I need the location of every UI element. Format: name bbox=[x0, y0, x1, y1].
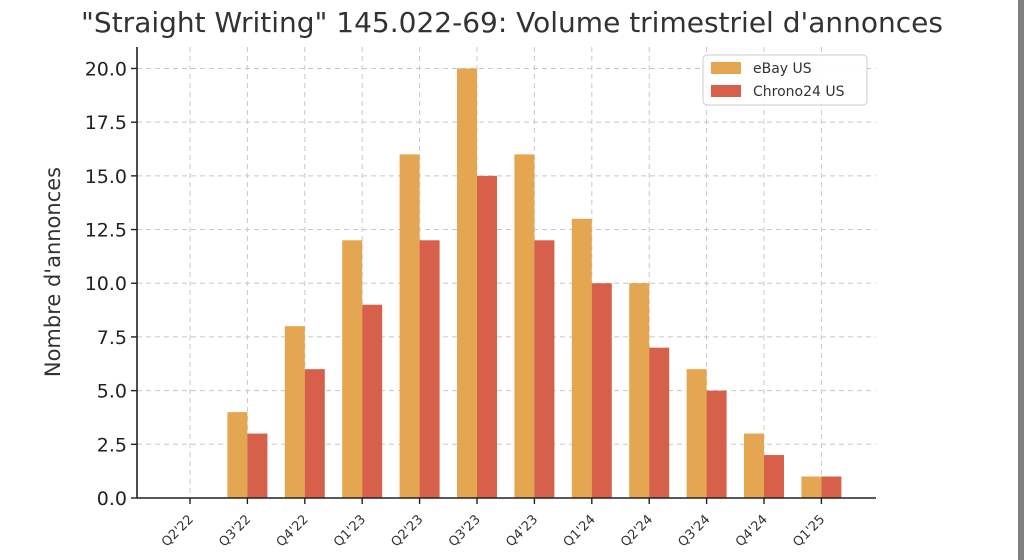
bar-ebay-us bbox=[227, 412, 248, 498]
bar-ebay-us bbox=[457, 68, 477, 498]
bar-chrono24-us bbox=[362, 304, 383, 498]
y-tick-label: 7.5 bbox=[97, 327, 127, 349]
x-tick-label: Q3'24 bbox=[676, 512, 714, 550]
legend: eBay US Chrono24 US bbox=[702, 54, 868, 106]
x-tick-label: Q3'23 bbox=[446, 512, 484, 550]
y-tick-label: 12.5 bbox=[85, 220, 127, 242]
x-tick-label: Q2'22 bbox=[159, 512, 197, 550]
y-tick-label: 10.0 bbox=[85, 273, 127, 295]
x-tick-label: Q4'23 bbox=[503, 512, 541, 550]
chart-title: "Straight Writing" 145.022-69: Volume tr… bbox=[81, 6, 943, 39]
legend-swatch-ebay-us bbox=[711, 62, 741, 74]
bar-chrono24-us bbox=[304, 369, 325, 498]
bar-chrono24-us bbox=[764, 455, 784, 498]
bar-chrono24-us bbox=[534, 240, 555, 499]
legend-label-chrono24-us: Chrono24 US bbox=[753, 84, 845, 100]
y-axis-label: Nombre d'annonces bbox=[41, 167, 65, 377]
bar-chrono24-us bbox=[649, 347, 670, 498]
legend-label-ebay-us: eBay US bbox=[753, 61, 812, 77]
y-tick-label: 5.0 bbox=[97, 381, 127, 403]
y-tick-labels: 0.0 2.5 5.0 7.5 10.0 12.5 15.0 17.5 20.0 bbox=[85, 58, 127, 510]
x-tick-label: Q2'24 bbox=[618, 512, 656, 550]
y-tick-label: 15.0 bbox=[85, 166, 127, 188]
bar-ebay-us bbox=[801, 476, 822, 498]
bar-chrono24-us bbox=[706, 390, 727, 498]
bar-ebay-us bbox=[342, 240, 363, 499]
y-tick-label: 17.5 bbox=[85, 112, 127, 134]
x-tick-label: Q4'24 bbox=[733, 512, 771, 550]
bar-chrono24-us bbox=[247, 433, 268, 498]
x-tick-label: Q1'24 bbox=[561, 512, 599, 550]
y-tick-label: 20.0 bbox=[85, 58, 127, 80]
bar-ebay-us bbox=[629, 283, 650, 498]
bar-chrono24-us bbox=[591, 283, 612, 498]
legend-swatch-chrono24-us bbox=[711, 85, 741, 97]
bar-chrono24-us bbox=[821, 476, 842, 498]
legend-box bbox=[702, 54, 868, 106]
x-tick-label: Q3'22 bbox=[216, 512, 254, 550]
bar-ebay-us bbox=[571, 218, 592, 499]
y-tick-label: 2.5 bbox=[97, 434, 127, 456]
window-edge bbox=[1018, 0, 1024, 560]
x-tick-label: Q1'23 bbox=[331, 512, 369, 550]
x-tick-labels: Q2'22 Q3'22 Q4'22 Q1'23 Q2'23 Q3'23 Q4'23 Q1'24… bbox=[159, 512, 828, 550]
y-tick-label: 0.0 bbox=[97, 488, 127, 510]
bar-ebay-us bbox=[399, 154, 420, 498]
x-tick-label: Q2'23 bbox=[389, 512, 427, 550]
gridlines bbox=[137, 47, 876, 498]
x-tick-label: Q4'22 bbox=[274, 512, 312, 550]
axes bbox=[131, 47, 876, 504]
bar-ebay-us bbox=[284, 326, 305, 498]
bar-ebay-us bbox=[744, 433, 764, 498]
bar-chrono24-us bbox=[477, 175, 497, 498]
bar-ebay-us bbox=[514, 154, 535, 498]
bar-ebay-us bbox=[686, 369, 707, 498]
bar-chrono24-us bbox=[419, 240, 440, 499]
bars bbox=[227, 68, 842, 499]
x-tick-label: Q1'25 bbox=[790, 512, 828, 550]
